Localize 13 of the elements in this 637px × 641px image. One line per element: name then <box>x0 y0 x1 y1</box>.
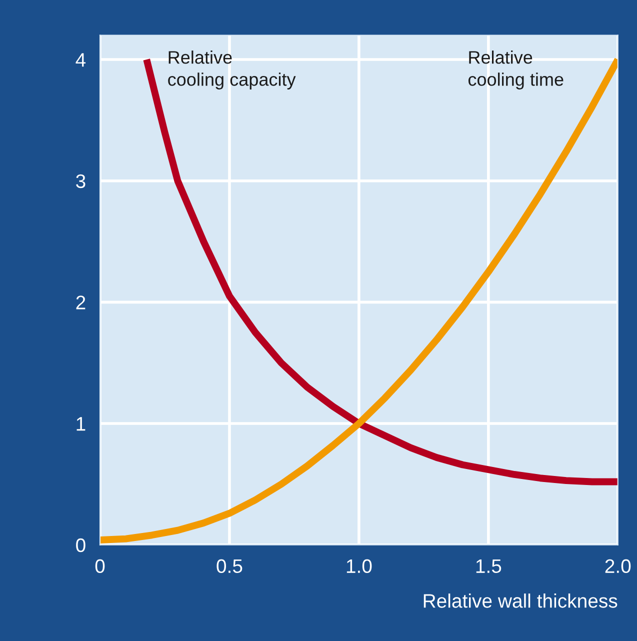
y-tick-label: 4 <box>76 53 86 67</box>
x-tick-label: 0.5 <box>216 559 242 574</box>
x-axis-title: Relative wall thickness <box>424 594 618 608</box>
x-tick-label: 2.0 <box>605 559 631 574</box>
x-tick-label: 1.0 <box>346 559 372 574</box>
series-label: Relative cooling time <box>468 50 564 90</box>
series-label: Relative cooling capacity <box>168 50 296 90</box>
y-tick-label: 0 <box>76 538 86 552</box>
y-tick-label: 3 <box>76 174 86 188</box>
y-tick-label: 1 <box>76 417 86 431</box>
y-tick-label: 2 <box>76 296 86 310</box>
x-tick-label: 0 <box>95 559 105 574</box>
x-tick-label: 1.5 <box>476 559 502 574</box>
